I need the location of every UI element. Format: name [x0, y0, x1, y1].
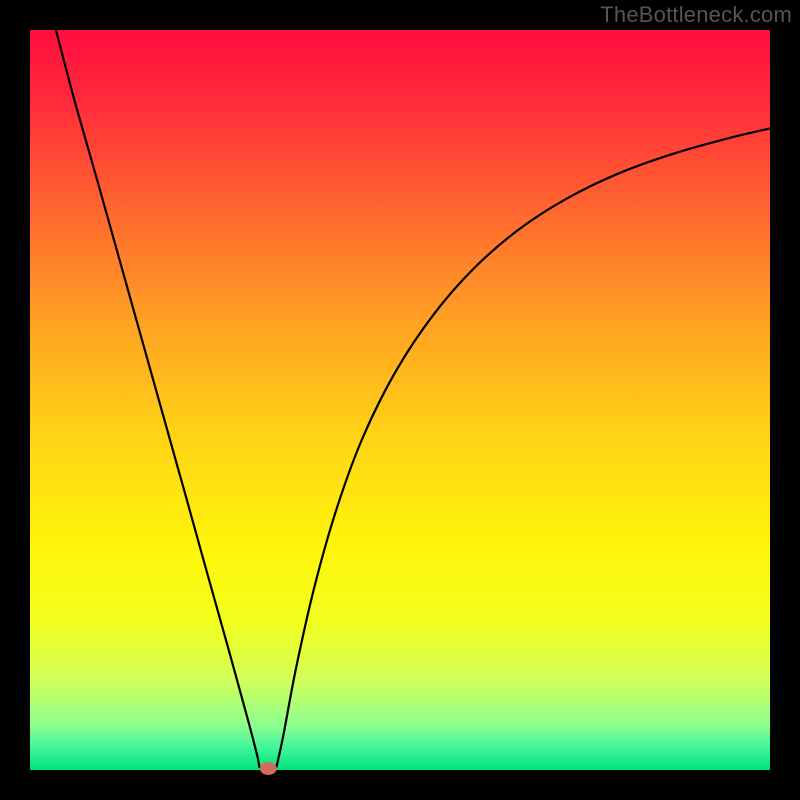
bottleneck-chart: [0, 0, 800, 800]
watermark-text: TheBottleneck.com: [600, 2, 792, 28]
optimum-marker: [260, 763, 276, 775]
plot-background: [30, 30, 770, 770]
chart-container: TheBottleneck.com: [0, 0, 800, 800]
